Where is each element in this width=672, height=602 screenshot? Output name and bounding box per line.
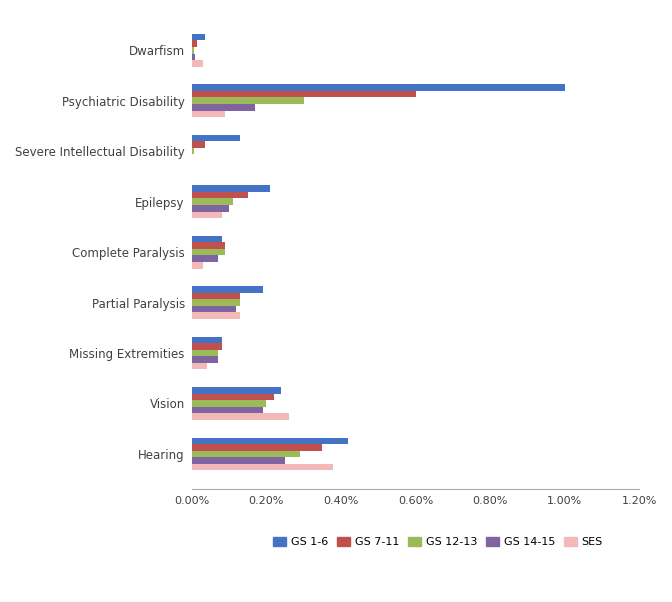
Bar bbox=[192, 400, 266, 407]
Bar bbox=[192, 262, 203, 268]
Bar bbox=[192, 34, 205, 40]
Bar bbox=[192, 47, 194, 54]
Bar bbox=[192, 343, 222, 350]
Bar bbox=[192, 205, 229, 211]
Bar bbox=[192, 199, 233, 205]
Bar bbox=[192, 457, 285, 464]
Bar bbox=[192, 414, 289, 420]
Bar bbox=[192, 148, 194, 155]
Bar bbox=[192, 299, 240, 306]
Bar bbox=[192, 60, 203, 67]
Bar bbox=[192, 40, 198, 47]
Bar bbox=[192, 255, 218, 262]
Bar bbox=[192, 111, 225, 117]
Bar bbox=[192, 438, 348, 444]
Bar bbox=[192, 363, 206, 370]
Bar bbox=[192, 306, 237, 312]
Bar bbox=[192, 350, 218, 356]
Bar bbox=[192, 192, 248, 199]
Bar bbox=[192, 387, 281, 394]
Bar bbox=[192, 337, 222, 343]
Bar bbox=[192, 104, 255, 111]
Bar bbox=[192, 185, 270, 192]
Bar bbox=[192, 286, 263, 293]
Bar bbox=[192, 84, 564, 91]
Bar bbox=[192, 54, 196, 60]
Bar bbox=[192, 312, 240, 319]
Bar bbox=[192, 249, 225, 255]
Bar bbox=[192, 451, 300, 457]
Bar bbox=[192, 135, 240, 141]
Bar bbox=[192, 141, 205, 148]
Bar bbox=[192, 91, 415, 98]
Bar bbox=[192, 211, 222, 218]
Bar bbox=[192, 242, 225, 249]
Bar bbox=[192, 407, 263, 414]
Bar bbox=[192, 444, 323, 451]
Bar bbox=[192, 356, 218, 363]
Bar bbox=[192, 464, 333, 470]
Bar bbox=[192, 236, 222, 242]
Bar bbox=[192, 98, 304, 104]
Bar bbox=[192, 293, 240, 299]
Bar bbox=[192, 394, 274, 400]
Legend: GS 1-6, GS 7-11, GS 12-13, GS 14-15, SES: GS 1-6, GS 7-11, GS 12-13, GS 14-15, SES bbox=[268, 533, 607, 552]
